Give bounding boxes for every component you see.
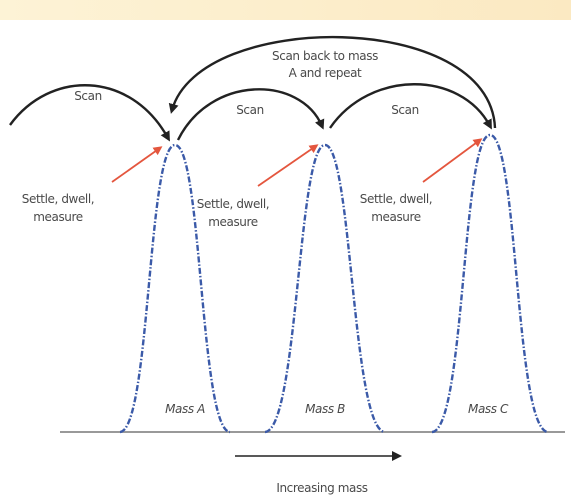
scan-back-label: A and repeat <box>289 66 362 80</box>
peak-note: measure <box>371 210 421 224</box>
peak-note: Settle, dwell, <box>197 197 269 211</box>
pointer-arrow <box>257 144 319 187</box>
peak-note: Settle, dwell, <box>22 192 94 206</box>
peak-note: measure <box>33 210 83 224</box>
scan-back-arrow <box>168 35 497 129</box>
scan-label: Scan <box>391 103 419 117</box>
peak-label: Mass C <box>468 402 509 416</box>
scan-label: Scan <box>236 103 264 117</box>
peak-note: measure <box>208 215 258 229</box>
scan-back-label: Scan back to mass <box>272 49 378 63</box>
scan-label: Scan <box>74 89 102 103</box>
peak-label: Mass A <box>165 402 205 416</box>
peak-note: Settle, dwell, <box>360 192 432 206</box>
top-band <box>0 0 571 20</box>
axis-label: Increasing mass <box>276 481 367 495</box>
scan-arrow <box>329 83 492 130</box>
pointer-arrow <box>111 146 163 183</box>
scan-arrow <box>176 88 325 141</box>
peak <box>264 143 386 434</box>
scan-arrow <box>9 84 170 142</box>
pointer-arrow <box>422 138 483 183</box>
peak-label: Mass B <box>305 402 345 416</box>
peak <box>431 133 549 434</box>
peak <box>119 143 231 434</box>
